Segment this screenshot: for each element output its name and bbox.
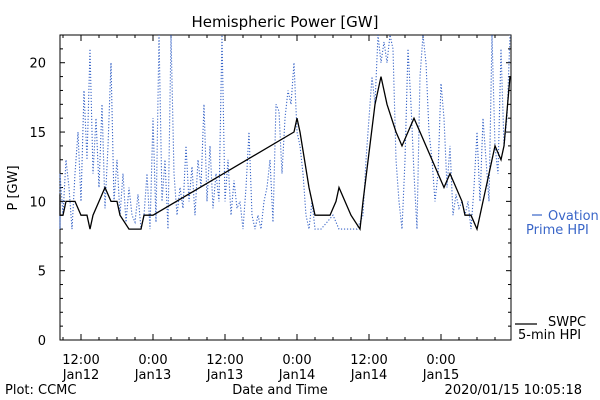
y-axis: 0 5 10 15 20 [29, 34, 511, 349]
x-tick-label-date: Jan13 [134, 368, 172, 383]
x-axis: 12:00Jan120:00Jan1312:00Jan130:00Jan1412… [62, 35, 496, 383]
y-tick-label: 15 [29, 126, 46, 141]
plot-timestamp: 2020/01/15 10:05:18 [445, 383, 582, 398]
x-tick-label-time: 0:00 [426, 353, 455, 368]
x-tick-label-time: 12:00 [350, 353, 387, 368]
legend-ovation-label-1: Ovation [548, 209, 599, 224]
x-tick-label-time: 0:00 [282, 353, 311, 368]
chart-title: Hemispheric Power [GW] [192, 13, 379, 31]
x-tick-label-date: Jan15 [422, 368, 460, 383]
series-layer [59, 34, 511, 232]
x-tick-label-time: 12:00 [62, 353, 99, 368]
y-tick-label: 20 [29, 57, 46, 72]
x-tick-label-date: Jan14 [350, 368, 388, 383]
y-axis-label: P [GW] [6, 165, 21, 210]
legend-swpc: SWPC 5-min HPI [515, 315, 586, 343]
x-tick-label-date: Jan12 [62, 368, 100, 383]
y-tick-label: 5 [38, 265, 46, 280]
x-tick-label-date: Jan14 [278, 368, 316, 383]
y-tick-label: 10 [29, 195, 46, 210]
legend-swpc-label-1: SWPC [548, 315, 586, 330]
x-axis-label: Date and Time [232, 383, 328, 398]
x-tick-label-time: 12:00 [206, 353, 243, 368]
series-swpc-line [59, 76, 511, 232]
legend-ovation: Ovation Prime HPI [526, 209, 599, 238]
y-tick-label: 0 [38, 334, 46, 349]
legend-ovation-label-2: Prime HPI [526, 223, 589, 238]
legend-swpc-label-2: 5-min HPI [518, 328, 581, 343]
plot-credit: Plot: CCMC [5, 383, 76, 398]
series-ovation-line [59, 34, 511, 230]
x-tick-label-time: 0:00 [138, 353, 167, 368]
x-tick-label-date: Jan13 [206, 368, 244, 383]
